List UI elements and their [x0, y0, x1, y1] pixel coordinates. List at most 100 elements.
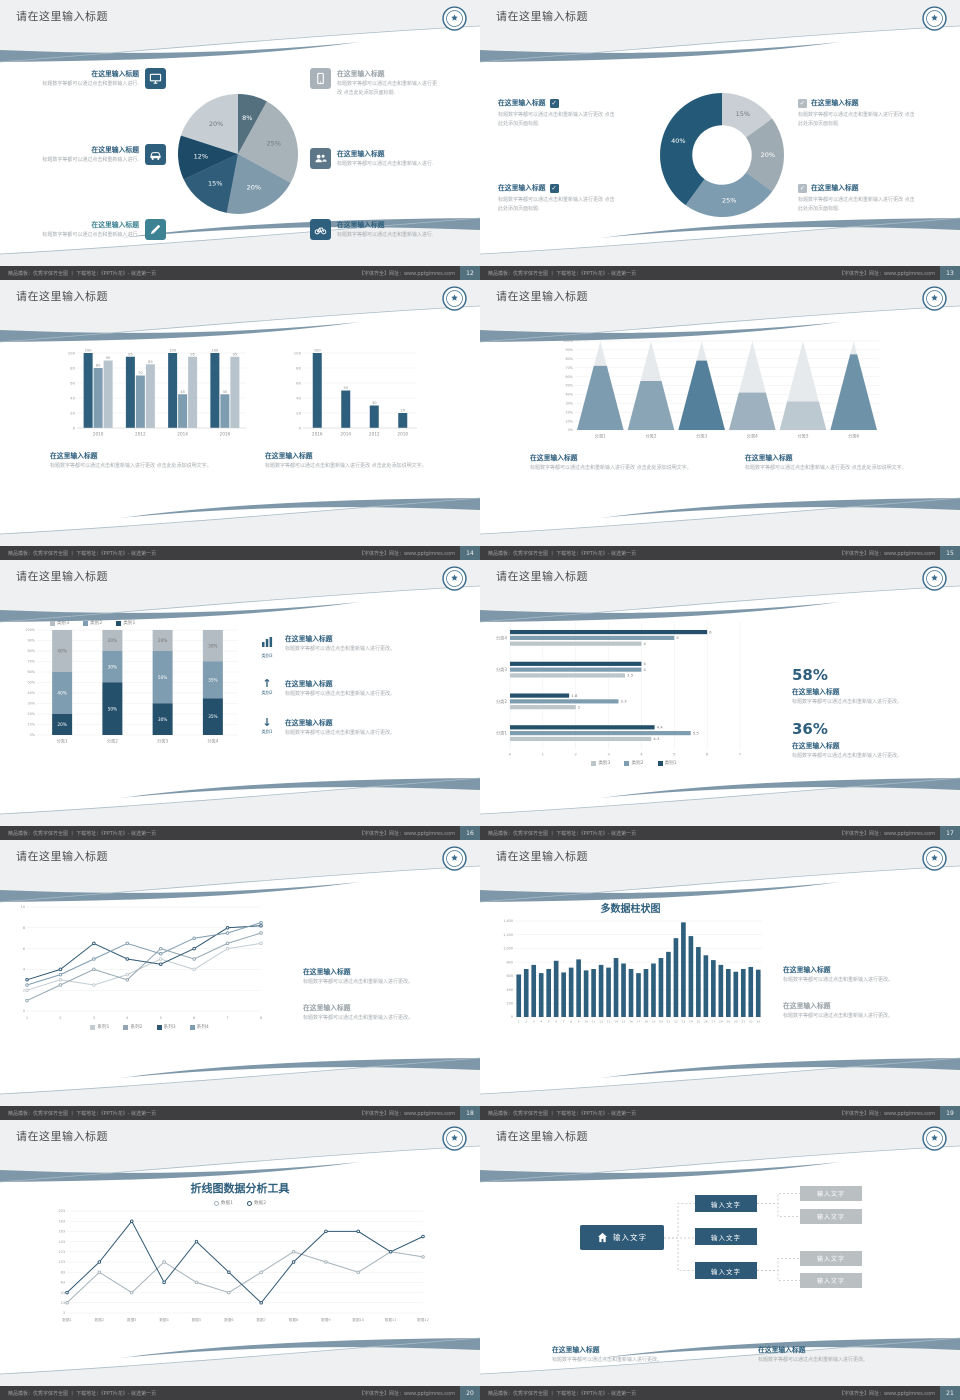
- svg-text:30%: 30%: [208, 643, 218, 649]
- svg-text:分类2: 分类2: [645, 433, 656, 440]
- text-body: 标题数字等都可以通过点击和重新输入进行更改 点击此处添加说明文字。: [530, 465, 692, 471]
- svg-text:4: 4: [643, 661, 646, 666]
- svg-text:0: 0: [72, 425, 75, 430]
- slide-20[interactable]: 请在这里输入标题 精品模板：优秀字体齐全图 丨 下载地址：《PPT片花》- 就选…: [0, 1120, 480, 1400]
- slide-swoosh-decoration: [480, 1120, 960, 1400]
- legend-label: 数据2: [254, 1201, 267, 1206]
- legend-swatch: [90, 1024, 96, 1030]
- legend-item: 数据2: [247, 1200, 266, 1206]
- slide-title: 请在这里输入标题: [16, 290, 108, 303]
- bar-chart: 0 20 40 60 80 100 100 2016 50 2014 30 2012 20 2010: [286, 346, 421, 438]
- pyramid-chart: 0% 10% 20% 30% 40% 50% 60% 70% 80% 90% 100% 分类1 分类2 分…: [555, 338, 885, 440]
- footer-right-text: 【字体齐全】网址：www.pptgimres.com: [838, 270, 935, 277]
- legend-label: 类别3: [598, 761, 611, 766]
- legend-label: 类别2: [631, 761, 644, 766]
- footer-right-text: 【字体齐全】网址：www.pptgimres.com: [838, 830, 935, 837]
- svg-text:2: 2: [23, 988, 25, 992]
- slide-21[interactable]: 请在这里输入标题 精品模板：优秀字体齐全图 丨 下载地址：《PPT片花》- 就选…: [480, 1120, 960, 1400]
- svg-text:分类1: 分类1: [57, 738, 68, 745]
- slide-12[interactable]: 请在这里输入标题 精品模板：优秀字体齐全图 丨 下载地址：《PPT片花》- 就选…: [0, 0, 480, 280]
- svg-text:3: 3: [93, 1016, 95, 1020]
- slide-16[interactable]: 请在这里输入标题 精品模板：优秀字体齐全图 丨 下载地址：《PPT片花》- 就选…: [0, 560, 480, 840]
- svg-text:25%: 25%: [722, 196, 736, 204]
- connector-lines: [664, 1193, 800, 1281]
- callout-heading: 在这里输入标题: [811, 184, 859, 192]
- svg-text:20: 20: [70, 410, 75, 415]
- slide-18-content: 0 2 4 6 8 10 1 2 3 4 5 6 7 8 系列1 系列2 系列3 系列4 在这里输入标题 …: [0, 898, 480, 1086]
- footer-left-text: 精品模板：优秀字体齐全图 丨 下载地址：《PPT片花》- 就选第一页: [8, 1390, 157, 1397]
- svg-text:分类4: 分类4: [496, 634, 507, 641]
- text-block: 在这里输入标题 标题数字等都可以通过点击和重新输入进行更改。: [783, 1000, 948, 1021]
- slide-swoosh-decoration: [480, 840, 960, 1120]
- svg-text:16: 16: [629, 1020, 633, 1024]
- svg-text:1,000: 1,000: [503, 947, 513, 951]
- slide-footer: 精品模板：优秀字体齐全图 丨 下载地址：《PPT片花》- 就选第一页 【字体齐全…: [0, 826, 480, 840]
- slide-footer: 精品模板：优秀字体齐全图 丨 下载地址：《PPT片花》- 就选第一页 【字体齐全…: [480, 266, 960, 280]
- footer-left-text: 精品模板：优秀字体齐全图 丨 下载地址：《PPT片花》- 就选第一页: [8, 550, 157, 557]
- svg-text:5: 5: [673, 752, 676, 757]
- slide-footer: 精品模板：优秀字体齐全图 丨 下载地址：《PPT片花》- 就选第一页 【字体齐全…: [0, 266, 480, 280]
- svg-text:12: 12: [599, 1020, 603, 1024]
- svg-text:8: 8: [23, 926, 25, 930]
- legend-swatch: [123, 1024, 129, 1030]
- chart-title: 折线图数据分析工具: [190, 1182, 290, 1195]
- svg-text:8%: 8%: [242, 114, 252, 122]
- callout-body: 标题数字等都可以通过点击和重新输入进行.: [42, 81, 139, 87]
- legend-item: 数据1: [213, 1200, 233, 1206]
- slide-17[interactable]: 请在这里输入标题 精品模板：优秀字体齐全图 丨 下载地址：《PPT片花》- 就选…: [480, 560, 960, 840]
- slide-title: 请在这里输入标题: [496, 10, 588, 23]
- svg-text:80: 80: [95, 364, 100, 368]
- svg-text:0: 0: [23, 1009, 25, 1013]
- stat-heading: 在这里输入标题: [792, 742, 840, 750]
- footer-right-text: 【字体齐全】网址：www.pptgimres.com: [358, 1110, 455, 1117]
- svg-text:0: 0: [298, 425, 301, 430]
- school-emblem-logo: [442, 6, 467, 31]
- stat-callouts: 58% 在这里输入标题 标题数字等都可以通过点击和重新输入进行更改。 36% 在…: [780, 620, 948, 806]
- svg-text:95: 95: [190, 352, 195, 356]
- arrow-down-icon: ↓ 类别1: [256, 717, 278, 735]
- school-emblem-logo: [922, 846, 947, 871]
- svg-text:20%: 20%: [27, 712, 35, 716]
- slide-title: 请在这里输入标题: [496, 1130, 588, 1143]
- node-box: 输入文字: [695, 1228, 757, 1245]
- slide-15[interactable]: 请在这里输入标题 精品模板：优秀字体齐全图 丨 下载地址：《PPT片花》- 就选…: [480, 280, 960, 560]
- slide-13[interactable]: 请在这里输入标题 精品模板：优秀字体齐全图 丨 下载地址：《PPT片花》- 就选…: [480, 0, 960, 280]
- svg-text:40: 40: [296, 395, 301, 400]
- svg-text:27: 27: [711, 1020, 715, 1024]
- svg-text:70: 70: [138, 371, 143, 375]
- chart-legend: 类别3 类别2 类别1: [488, 760, 780, 766]
- svg-text:2: 2: [575, 752, 578, 757]
- node-box: 输入文字: [695, 1262, 757, 1279]
- legend-swatch: [50, 620, 55, 626]
- check-icon: ✓: [798, 98, 807, 108]
- svg-text:24: 24: [688, 1020, 692, 1024]
- svg-text:60: 60: [296, 380, 301, 385]
- svg-text:分类4: 分类4: [747, 433, 758, 440]
- callout-body: 标题数字等都可以通过点击和重新输入进行更改 点击此处添加页面标题.: [337, 81, 438, 96]
- arrow-up-icon: ↑ 类别2: [256, 678, 278, 696]
- home-node-button: 输入文字: [580, 1225, 664, 1250]
- svg-text:20%: 20%: [565, 410, 573, 414]
- svg-text:4: 4: [126, 1016, 129, 1020]
- legend-item: 系列4: [189, 1024, 209, 1030]
- slide-18[interactable]: 请在这里输入标题 精品模板：优秀字体齐全图 丨 下载地址：《PPT片花》- 就选…: [0, 840, 480, 1120]
- slide-19[interactable]: 请在这里输入标题 精品模板：优秀字体齐全图 丨 下载地址：《PPT片花》- 就选…: [480, 840, 960, 1120]
- text-body: 标题数字等都可以通过点击和重新输入进行更改。: [303, 1015, 414, 1021]
- slide-title: 请在这里输入标题: [16, 570, 108, 583]
- callout-body: 标题数字等都可以通过点击和重新输入进行更改。: [285, 729, 396, 736]
- svg-text:10: 10: [21, 905, 25, 909]
- callout-car: 在这里输入标题 标题数字等都可以通过点击和重新输入进行.: [42, 143, 166, 165]
- slide-12-content: 在这里输入标题 标题数字等都可以通过点击和重新输入进行. 在这里输入标题 标题数…: [0, 58, 480, 246]
- slide-title: 请在这里输入标题: [496, 290, 588, 303]
- footer-left-text: 精品模板：优秀字体齐全图 丨 下载地址：《PPT片花》- 就选第一页: [488, 830, 637, 837]
- svg-text:7: 7: [739, 752, 742, 757]
- school-emblem-logo: [922, 1126, 947, 1151]
- slide-14[interactable]: 请在这里输入标题 精品模板：优秀字体齐全图 丨 下载地址：《PPT片花》- 就选…: [0, 280, 480, 560]
- legend-swatch: [156, 1024, 162, 1030]
- svg-text:1: 1: [542, 752, 545, 757]
- legend-label: 数据1: [220, 1201, 233, 1206]
- svg-text:35%: 35%: [208, 714, 218, 720]
- svg-text:29: 29: [726, 1020, 730, 1024]
- icon-caption: 类别3: [261, 653, 273, 658]
- svg-text:15: 15: [621, 1020, 625, 1024]
